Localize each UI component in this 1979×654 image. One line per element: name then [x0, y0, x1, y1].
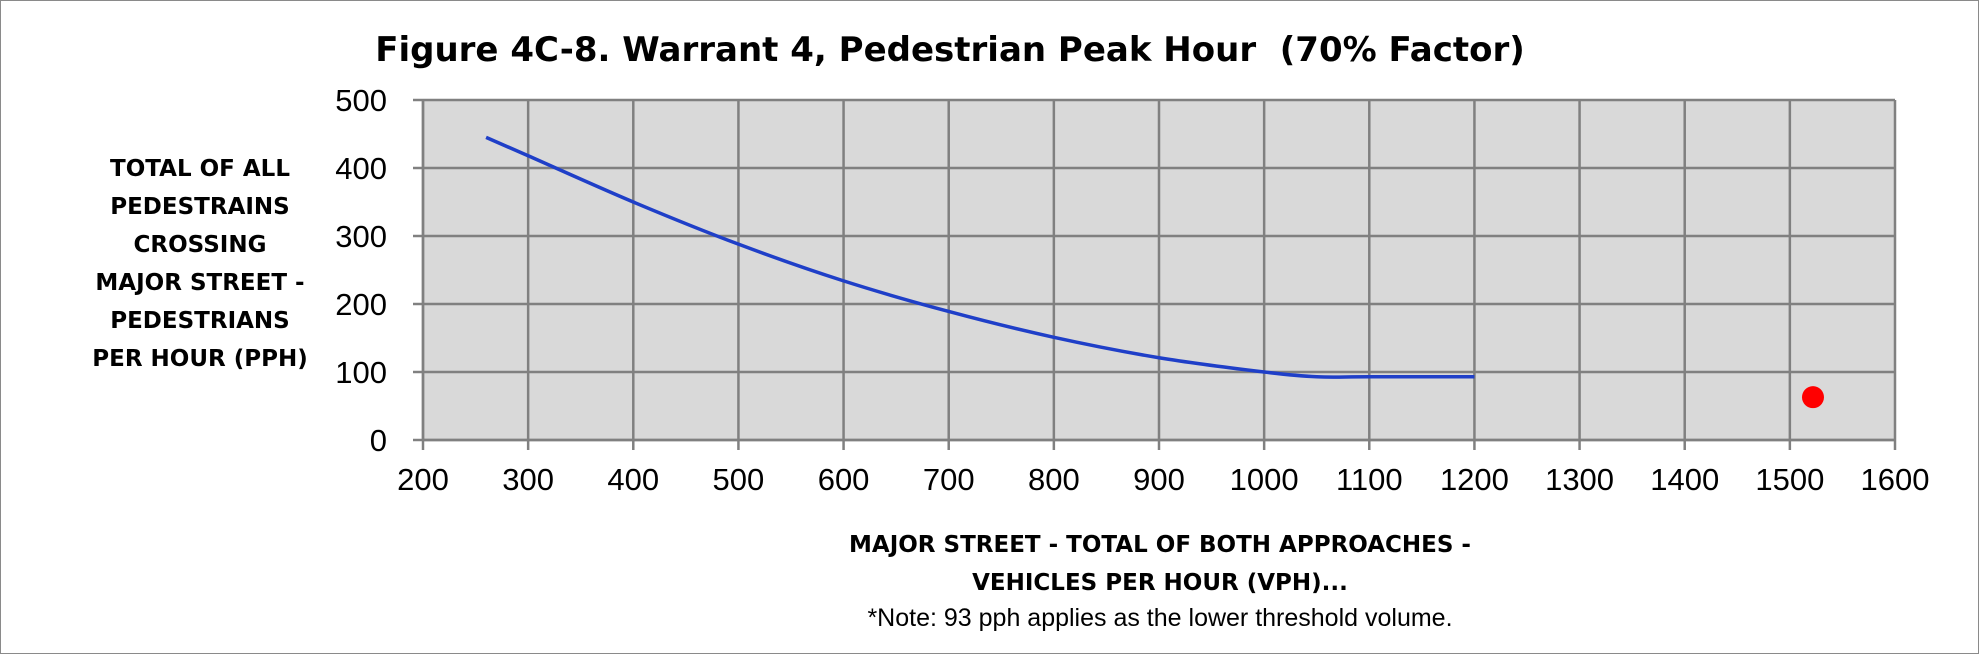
y-tick-label: 400: [335, 151, 387, 186]
data-point: [1801, 386, 1824, 409]
threshold-note: *Note: 93 pph applies as the lower thres…: [867, 604, 1453, 632]
x-tick-label: 1500: [1755, 462, 1824, 497]
x-tick-label: 700: [923, 462, 975, 497]
x-tick-label: 600: [818, 462, 870, 497]
y-tick-label: 0: [370, 423, 387, 458]
x-tick-label: 200: [397, 462, 449, 497]
warrant-curve-line: [485, 135, 1475, 379]
x-tick-label: 1100: [1336, 462, 1403, 497]
x-tick-label: 300: [502, 462, 554, 497]
x-axis-label: MAJOR STREET - TOTAL OF BOTH APPROACHES …: [849, 532, 1471, 596]
x-tick-label: 1400: [1650, 462, 1719, 497]
x-tick-label: 1300: [1545, 462, 1614, 497]
chart-title: Figure 4C-8. Warrant 4, Pedestrian Peak …: [375, 30, 1525, 70]
x-tick-label: 1000: [1230, 462, 1299, 497]
y-axis-label: TOTAL OF ALL PEDESTRAINS CROSSING MAJOR …: [92, 156, 308, 372]
x-tick-label: 500: [713, 462, 765, 497]
x-tick-label: 800: [1028, 462, 1080, 497]
y-tick-label: 500: [335, 83, 387, 118]
x-tick-label: 400: [607, 462, 659, 497]
y-tick-label: 300: [335, 219, 387, 254]
x-tick-label: 900: [1133, 462, 1185, 497]
y-tick-label: 100: [335, 355, 387, 390]
y-tick-label: 200: [335, 287, 387, 322]
x-tick-label: 1600: [1861, 462, 1930, 497]
x-tick-label: 1200: [1440, 462, 1509, 497]
